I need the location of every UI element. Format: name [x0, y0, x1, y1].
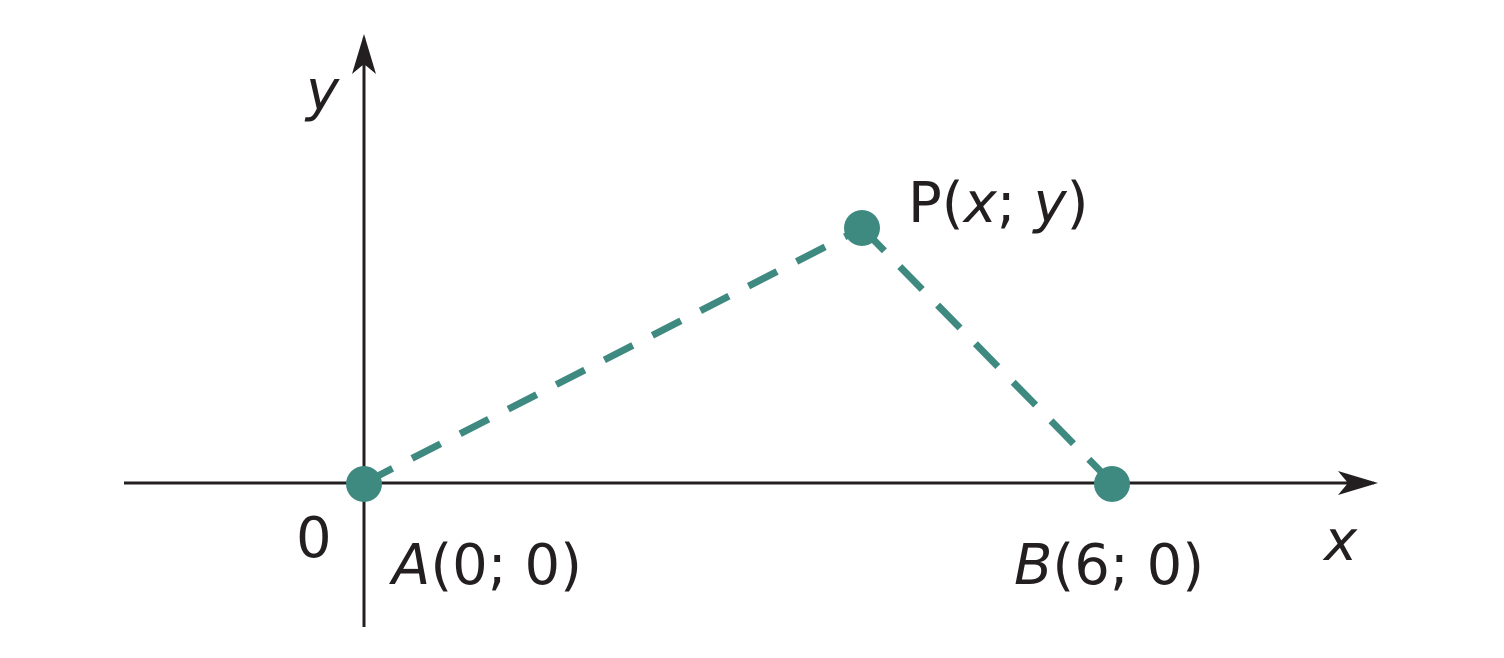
point-b	[1094, 466, 1130, 502]
point-p	[844, 210, 880, 246]
point-a	[346, 466, 382, 502]
segment-ap	[362, 224, 864, 487]
point-b-label: B(6; 0)	[1014, 533, 1204, 598]
y-axis-label: y	[304, 59, 340, 124]
point-p-label: P(x; y)	[908, 171, 1088, 236]
point-a-label: A(0; 0)	[389, 533, 582, 598]
segment-pb	[859, 225, 1115, 486]
origin-label: 0	[296, 506, 332, 571]
x-axis-label: x	[1322, 509, 1358, 574]
